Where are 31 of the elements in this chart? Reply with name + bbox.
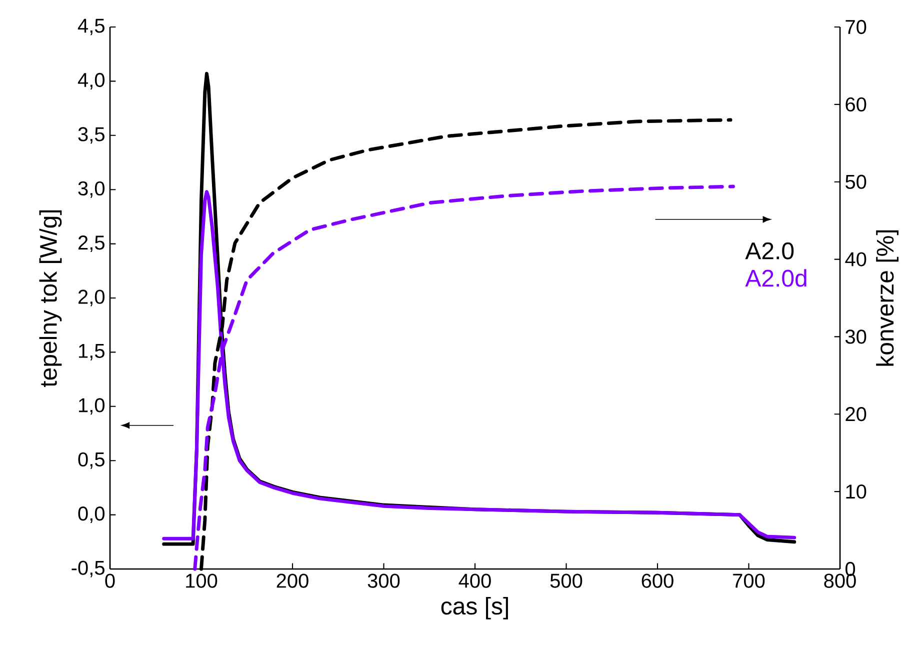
text: A2.0d	[745, 269, 806, 287]
y-tick-label: 1,0	[79, 398, 104, 415]
y2-tick-label: 20	[846, 407, 866, 422]
y-tick-label: 1,5	[79, 344, 104, 360]
y-tick-label: 2,5	[78, 236, 104, 252]
y2-tick-label: 10	[846, 484, 866, 499]
x-tick-label: 100	[186, 574, 218, 588]
x-tick-label: 0	[105, 574, 115, 588]
y2-tick-label: 40	[845, 252, 866, 266]
y-tick-label: 3,0	[78, 181, 104, 198]
x-tick-label: 500	[550, 574, 582, 588]
x-tick-label: 300	[368, 574, 400, 588]
y-axis-title: tepelny tok [W/g]	[39, 210, 62, 388]
y2-tick-label: 30	[845, 330, 866, 344]
y-tick-label: 4,0	[78, 72, 104, 90]
x-tick-label: 700	[733, 574, 765, 588]
y-tick-label: 4,5	[78, 18, 104, 36]
x-tick-label: 400	[458, 574, 491, 588]
legend-label: A2.0	[745, 242, 794, 260]
y-tick-label: 2,0	[78, 290, 104, 306]
x-axis-title: cas [s]	[441, 597, 508, 620]
x-tick-label: 200	[276, 574, 308, 588]
y-tick-label: 0,0	[78, 506, 104, 524]
y2-tick-label: 50	[846, 174, 866, 189]
y-tick-label: 0,5	[78, 452, 104, 469]
y2-tick-label: 60	[846, 97, 866, 112]
y2-tick-label: 70	[846, 20, 866, 34]
x-tick-label: 600	[642, 574, 674, 588]
y2-axis-title: konverze [%]	[876, 230, 898, 366]
y-tick-label: 3,5	[78, 127, 104, 144]
y-tick-label: -0,5	[72, 560, 104, 578]
